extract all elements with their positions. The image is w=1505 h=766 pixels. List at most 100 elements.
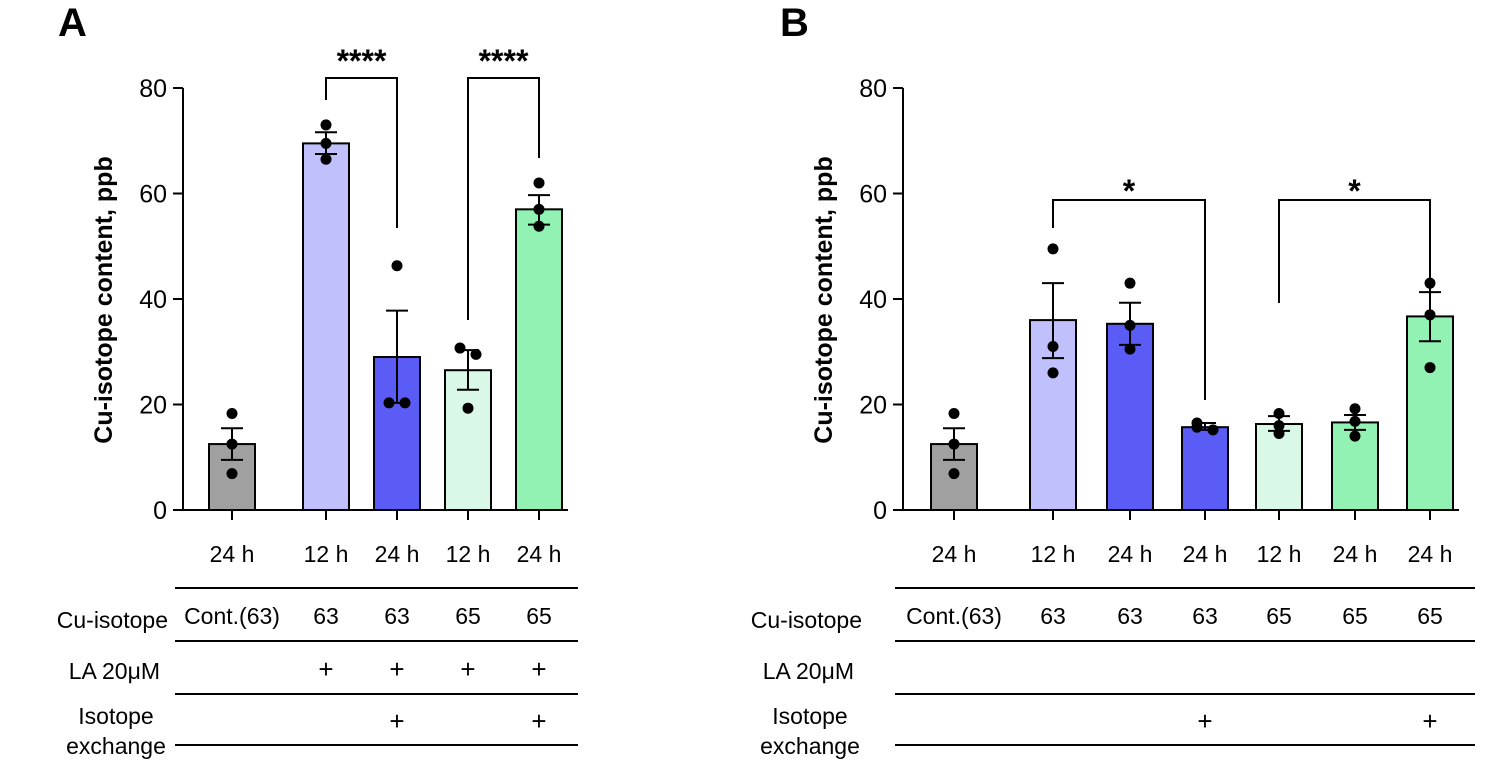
data-point — [948, 468, 960, 480]
bar — [444, 369, 492, 511]
data-point — [1273, 420, 1285, 432]
data-point — [1424, 309, 1436, 321]
y-tick-label: 80 — [859, 75, 887, 103]
y-axis-label: Cu-isotope content, ppb — [90, 156, 118, 443]
row-label-exchange: exchange — [66, 733, 166, 759]
data-point — [320, 137, 332, 149]
row-label-exchange: exchange — [760, 733, 860, 759]
cu-isotope-value: 63 — [313, 603, 339, 629]
data-point — [226, 438, 238, 450]
significance-label: * — [1123, 173, 1136, 209]
y-tick-label: 40 — [859, 286, 887, 314]
panel-letter: B — [780, 1, 809, 45]
data-point — [462, 402, 474, 414]
data-point — [320, 153, 332, 165]
data-point — [226, 407, 238, 419]
la-value: + — [318, 654, 333, 684]
data-point — [1047, 340, 1059, 352]
data-point — [948, 407, 960, 419]
significance-bracket — [1052, 199, 1206, 400]
data-point — [1124, 277, 1136, 289]
panel-letter: A — [58, 1, 87, 45]
row-label-la: LA 20μM — [763, 658, 854, 684]
data-point — [1124, 319, 1136, 331]
data-point — [1273, 407, 1285, 419]
significance-label: **** — [337, 43, 387, 79]
y-tick-label: 20 — [139, 392, 167, 420]
exchange-value: + — [1422, 706, 1437, 736]
row-label-cu-isotope: Cu-isotope — [751, 607, 862, 633]
y-tick-label: 0 — [153, 497, 167, 525]
data-point — [1207, 424, 1219, 436]
data-point — [1349, 403, 1361, 415]
row-label-la: LA 20μM — [69, 658, 160, 684]
cu-isotope-value: 63 — [1040, 603, 1066, 629]
data-point — [1047, 367, 1059, 379]
bar — [1406, 315, 1454, 511]
cu-isotope-value: 65 — [1266, 603, 1292, 629]
cu-isotope-value: 65 — [1417, 603, 1443, 629]
data-point — [1124, 343, 1136, 355]
y-tick-label: 60 — [859, 181, 887, 209]
la-value: + — [460, 654, 475, 684]
panel-a: A 0 20 40 60 80 Cu-isotope content, ppb 24 h Con… — [57, 1, 578, 759]
row-label-isotope: Isotope — [772, 703, 847, 729]
data-point — [533, 177, 545, 189]
data-point — [470, 348, 482, 360]
cu-isotope-value: Cont.(63) — [184, 603, 280, 629]
data-point — [391, 260, 403, 272]
la-value: + — [389, 654, 404, 684]
row-label-isotope: Isotope — [78, 703, 153, 729]
exchange-value: + — [389, 706, 404, 736]
cu-isotope-value: 63 — [1117, 603, 1143, 629]
la-value: + — [531, 654, 546, 684]
significance-label: * — [1348, 173, 1361, 209]
significance-bracket — [467, 77, 540, 320]
x-tick-label: 24 h — [1333, 541, 1378, 567]
data-point — [1273, 428, 1285, 440]
significance-label: **** — [479, 43, 529, 79]
bar — [515, 208, 563, 511]
x-tick-label: 24 h — [932, 541, 977, 567]
cu-isotope-value: 63 — [384, 603, 410, 629]
cu-isotope-value: 65 — [455, 603, 481, 629]
panel-b: B 0 20 40 60 80 Cu-isotope content, ppb 24 h Con… — [751, 1, 1475, 759]
y-tick-label: 0 — [873, 497, 887, 525]
x-tick-label: 12 h — [1031, 541, 1076, 567]
x-tick-label: 24 h — [517, 541, 562, 567]
data-point — [1349, 415, 1361, 427]
x-tick-label: 12 h — [1257, 541, 1302, 567]
data-point — [1191, 421, 1203, 433]
data-point — [226, 468, 238, 480]
data-point — [533, 203, 545, 215]
x-tick-label: 24 h — [1408, 541, 1453, 567]
x-tick-label: 24 h — [1108, 541, 1153, 567]
data-point — [399, 397, 411, 409]
cu-isotope-value: 65 — [1342, 603, 1368, 629]
cu-isotope-value: 63 — [1192, 603, 1218, 629]
y-tick-label: 20 — [859, 392, 887, 420]
exchange-value: + — [531, 706, 546, 736]
bar — [302, 142, 350, 511]
significance-bracket — [1278, 199, 1431, 312]
row-label-cu-isotope: Cu-isotope — [57, 607, 168, 633]
y-axis-label: Cu-isotope content, ppb — [810, 156, 838, 443]
data-point — [454, 342, 466, 354]
data-point — [948, 438, 960, 450]
cu-isotope-value: Cont.(63) — [906, 603, 1002, 629]
bar — [1181, 426, 1229, 511]
cu-isotope-value: 65 — [526, 603, 552, 629]
data-point — [383, 397, 395, 409]
y-tick-label: 80 — [139, 75, 167, 103]
data-point — [1349, 430, 1361, 442]
bar — [1106, 322, 1154, 512]
x-tick-label: 24 h — [1183, 541, 1228, 567]
data-point — [533, 220, 545, 232]
data-point — [320, 119, 332, 131]
data-point — [1047, 243, 1059, 255]
significance-bracket — [325, 77, 398, 228]
y-tick-label: 40 — [139, 286, 167, 314]
x-tick-label: 24 h — [375, 541, 420, 567]
x-tick-label: 12 h — [446, 541, 491, 567]
